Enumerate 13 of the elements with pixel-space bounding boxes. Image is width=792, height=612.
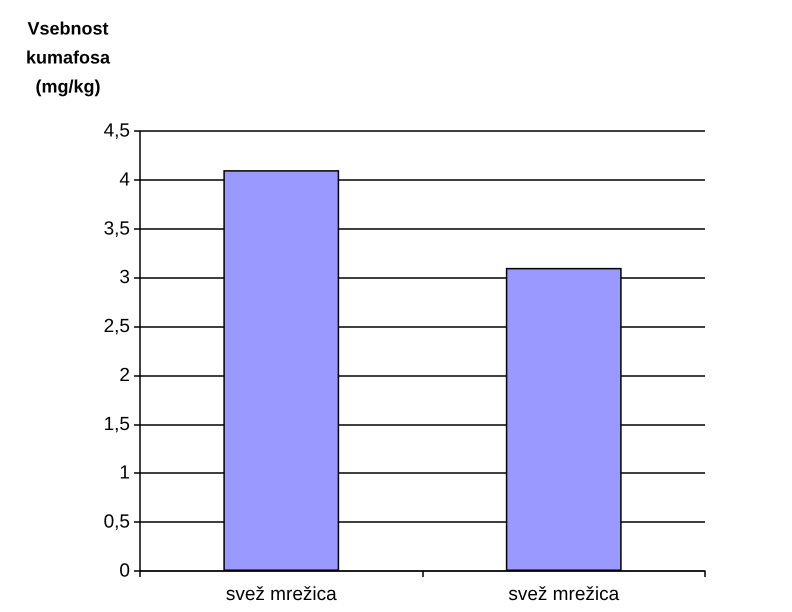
y-tick-label: 4 — [119, 169, 130, 190]
x-tick-label: svež mrežica — [508, 584, 620, 605]
y-tick-label: 2 — [119, 364, 130, 386]
x-tick-label: svež mrežica — [226, 584, 338, 605]
y-tick-label: 1 — [119, 462, 130, 484]
y-tick-label: 1,5 — [104, 414, 130, 435]
y-tick-label: 3,5 — [104, 218, 130, 240]
y-tick-label: 3 — [119, 267, 130, 288]
y-tick-label: 0 — [119, 560, 130, 582]
y-tick-label: 0,5 — [104, 512, 130, 533]
y-axis-title: Vsebnost kumafosa (mg/kg) — [26, 18, 111, 96]
y-tick-label: 2,5 — [104, 316, 130, 338]
y-tick-label: 4,5 — [104, 120, 130, 142]
